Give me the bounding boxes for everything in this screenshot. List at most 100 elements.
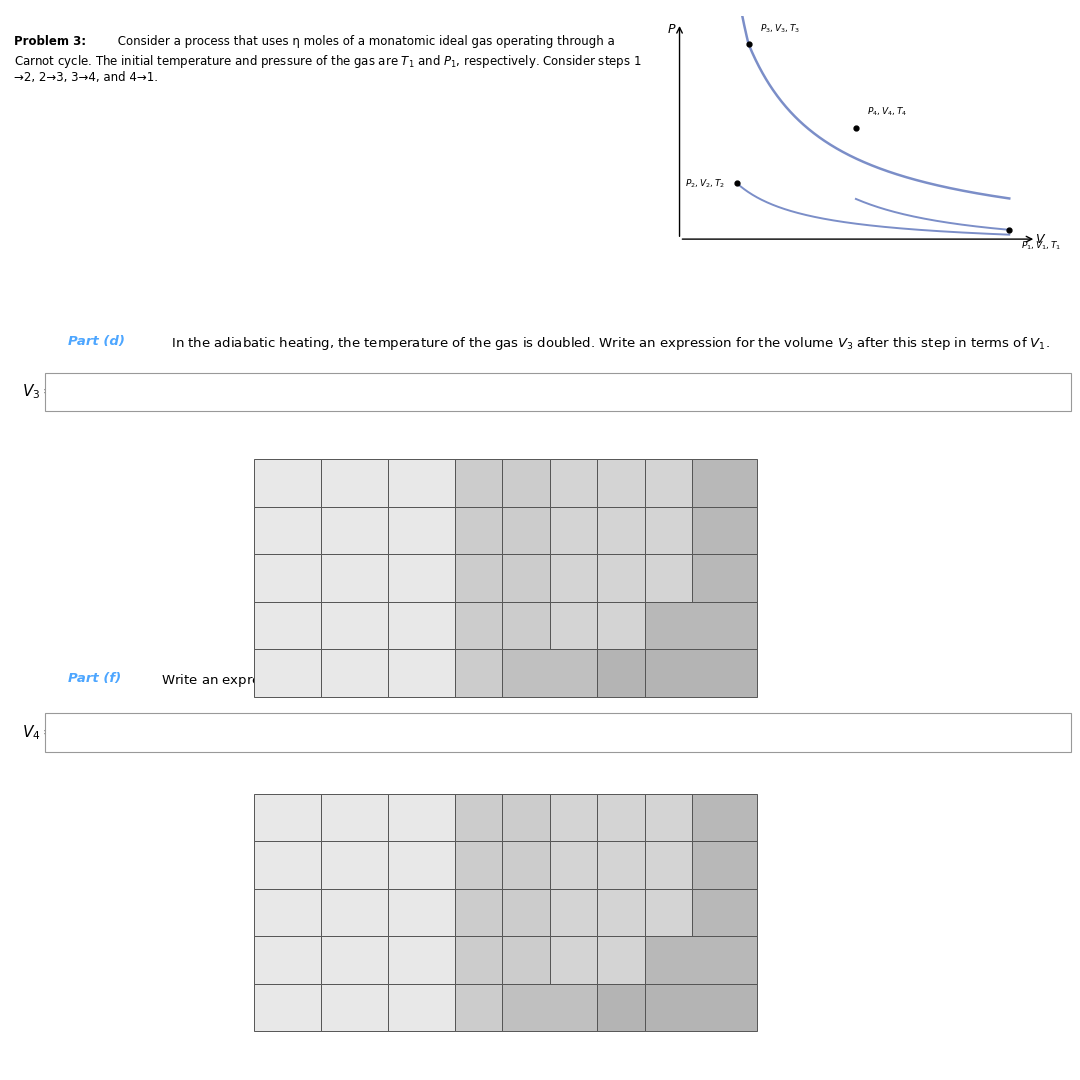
FancyBboxPatch shape — [502, 602, 550, 649]
FancyBboxPatch shape — [502, 936, 550, 984]
FancyBboxPatch shape — [388, 507, 455, 554]
Text: t: t — [418, 906, 424, 919]
Text: *: * — [523, 571, 529, 584]
Text: CLEAR: CLEAR — [686, 1003, 716, 1012]
Text: *: * — [523, 906, 529, 919]
Text: HOME: HOME — [711, 813, 739, 822]
FancyBboxPatch shape — [388, 841, 455, 889]
FancyBboxPatch shape — [455, 841, 502, 889]
FancyBboxPatch shape — [597, 841, 645, 889]
FancyBboxPatch shape — [550, 602, 597, 649]
Text: →: → — [719, 906, 730, 919]
FancyBboxPatch shape — [388, 459, 455, 507]
Text: 3: 3 — [664, 571, 673, 584]
FancyBboxPatch shape — [455, 984, 502, 1031]
FancyBboxPatch shape — [321, 889, 388, 936]
Text: $V_3$: $V_3$ — [347, 1000, 362, 1015]
Text: 4: 4 — [569, 524, 578, 537]
Text: 4: 4 — [569, 859, 578, 872]
Text: $P_1,V_1,T_1$: $P_1,V_1,T_1$ — [1021, 239, 1061, 252]
Text: /: / — [476, 571, 481, 584]
Text: $V_4$: $V_4$ — [414, 1000, 429, 1015]
FancyBboxPatch shape — [321, 984, 388, 1031]
FancyBboxPatch shape — [254, 841, 321, 889]
Text: 0: 0 — [569, 619, 578, 632]
FancyBboxPatch shape — [321, 554, 388, 602]
Text: α: α — [283, 811, 292, 824]
FancyBboxPatch shape — [597, 507, 645, 554]
Text: $T_4$: $T_4$ — [414, 618, 429, 633]
Text: Consider a process that uses η moles of a monatomic ideal gas operating through : Consider a process that uses η moles of … — [114, 35, 616, 48]
FancyBboxPatch shape — [254, 984, 321, 1031]
Text: Write an expression for the volume $V_4$ in terms of $V_1$.: Write an expression for the volume $V_4$… — [157, 672, 515, 689]
Text: √0: √0 — [471, 1001, 486, 1014]
FancyBboxPatch shape — [321, 649, 388, 697]
FancyBboxPatch shape — [502, 554, 550, 602]
FancyBboxPatch shape — [455, 794, 502, 841]
Text: 1: 1 — [569, 906, 578, 919]
Text: m: m — [348, 524, 361, 537]
Text: CLEAR: CLEAR — [686, 669, 716, 677]
Text: V: V — [1036, 233, 1043, 246]
Text: 8: 8 — [617, 811, 625, 824]
Text: 2: 2 — [617, 571, 625, 584]
FancyBboxPatch shape — [550, 554, 597, 602]
Text: $V_4 =$: $V_4 =$ — [22, 723, 55, 742]
Text: BACKSPACE: BACKSPACE — [525, 1003, 575, 1012]
Text: R: R — [350, 571, 359, 584]
Text: -: - — [524, 619, 528, 632]
FancyBboxPatch shape — [645, 507, 692, 554]
FancyBboxPatch shape — [645, 984, 757, 1031]
Text: $V_3 =$: $V_3 =$ — [22, 382, 55, 402]
Text: √0: √0 — [471, 666, 486, 679]
FancyBboxPatch shape — [455, 554, 502, 602]
FancyBboxPatch shape — [321, 507, 388, 554]
Text: 9: 9 — [664, 476, 673, 489]
Text: (: ( — [475, 476, 482, 489]
FancyBboxPatch shape — [388, 554, 455, 602]
Text: $V_1$: $V_1$ — [280, 665, 295, 680]
FancyBboxPatch shape — [254, 889, 321, 936]
Text: 0: 0 — [569, 954, 578, 967]
FancyBboxPatch shape — [388, 649, 455, 697]
Text: $P_3,V_3,T_3$: $P_3,V_3,T_3$ — [760, 23, 800, 35]
Text: $T_1$: $T_1$ — [280, 953, 295, 968]
FancyBboxPatch shape — [645, 841, 692, 889]
FancyBboxPatch shape — [550, 794, 597, 841]
FancyBboxPatch shape — [550, 841, 597, 889]
Text: Part (f): Part (f) — [68, 672, 121, 685]
Text: t: t — [418, 571, 424, 584]
FancyBboxPatch shape — [550, 889, 597, 936]
Text: $P_2,V_2,T_2$: $P_2,V_2,T_2$ — [686, 177, 726, 190]
FancyBboxPatch shape — [388, 794, 455, 841]
Text: θ: θ — [350, 811, 359, 824]
FancyBboxPatch shape — [502, 984, 597, 1031]
FancyBboxPatch shape — [645, 602, 757, 649]
Text: DEL: DEL — [612, 1003, 630, 1012]
FancyBboxPatch shape — [597, 936, 645, 984]
Text: $P_1$: $P_1$ — [280, 905, 295, 920]
Text: ↑˄: ↑˄ — [471, 525, 486, 536]
Text: ˅↓: ˅↓ — [518, 860, 534, 870]
Text: END: END — [691, 621, 711, 630]
Text: $V_3$: $V_3$ — [347, 665, 362, 680]
Text: R: R — [350, 906, 359, 919]
FancyBboxPatch shape — [388, 984, 455, 1031]
Text: ): ) — [524, 811, 528, 824]
Text: .: . — [619, 619, 623, 632]
FancyBboxPatch shape — [321, 459, 388, 507]
Text: $P_1$: $P_1$ — [280, 570, 295, 585]
FancyBboxPatch shape — [455, 936, 502, 984]
FancyBboxPatch shape — [645, 459, 692, 507]
FancyBboxPatch shape — [645, 794, 692, 841]
FancyBboxPatch shape — [597, 794, 645, 841]
FancyBboxPatch shape — [692, 554, 757, 602]
FancyBboxPatch shape — [388, 602, 455, 649]
FancyBboxPatch shape — [597, 554, 645, 602]
FancyBboxPatch shape — [388, 936, 455, 984]
FancyBboxPatch shape — [502, 841, 550, 889]
FancyBboxPatch shape — [597, 602, 645, 649]
FancyBboxPatch shape — [455, 507, 502, 554]
FancyBboxPatch shape — [645, 649, 757, 697]
Text: g: g — [283, 524, 292, 537]
